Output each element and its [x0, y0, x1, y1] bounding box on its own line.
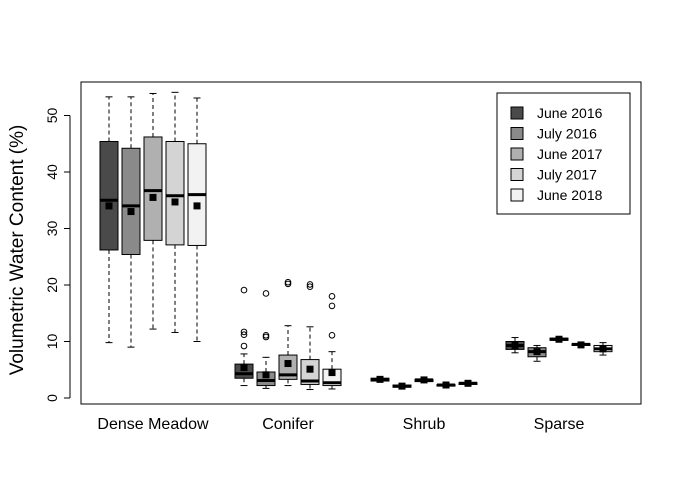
mean-marker	[193, 202, 201, 210]
mean-marker	[376, 375, 384, 383]
mean-marker	[105, 202, 113, 210]
outlier-point	[262, 331, 270, 339]
box	[165, 140, 185, 246]
mean-marker	[577, 341, 585, 349]
mean-marker	[599, 345, 607, 353]
plot-area	[80, 81, 642, 405]
outlier-point	[262, 290, 270, 297]
mean-marker	[464, 379, 472, 387]
box	[278, 354, 298, 380]
x-category-label: Shrub	[403, 416, 446, 433]
x-category-label: Dense Meadow	[97, 416, 209, 433]
legend-swatch	[510, 106, 524, 120]
y-axis: 0 10 20 30 40 50	[44, 108, 71, 402]
box-group	[99, 91, 207, 348]
y-tick-label: 0	[44, 394, 60, 402]
outlier-point	[240, 286, 248, 294]
mean-marker	[442, 381, 450, 389]
mean-marker	[420, 376, 428, 384]
mean-marker	[533, 348, 541, 356]
mean-marker	[511, 341, 519, 349]
mean-marker	[284, 360, 292, 368]
mean-marker	[262, 371, 270, 379]
outlier-point	[240, 328, 248, 336]
outlier-point	[328, 293, 336, 300]
legend-label: June 2018	[537, 187, 603, 203]
outlier-point	[328, 302, 336, 310]
mean-marker	[149, 193, 157, 201]
y-tick-label: 20	[44, 277, 60, 293]
box-group	[234, 278, 342, 391]
y-tick-label: 10	[44, 334, 60, 350]
y-tick-label: 50	[44, 108, 60, 124]
x-category-label: Sparse	[534, 416, 585, 433]
legend: June 2016 July 2016 June 2017 July 2017 June…	[496, 92, 631, 215]
legend-swatch	[510, 188, 524, 202]
box	[143, 136, 163, 241]
mean-marker	[328, 369, 336, 377]
outlier-point	[306, 283, 314, 290]
box-group	[505, 335, 613, 362]
y-tick-label: 40	[44, 164, 60, 180]
legend-label: July 2017	[537, 167, 597, 183]
mean-marker	[555, 335, 563, 343]
legend-swatch	[510, 127, 524, 140]
mean-marker	[171, 198, 179, 206]
box-group	[370, 375, 478, 390]
mean-marker	[127, 208, 135, 216]
y-tick-label: 30	[44, 221, 60, 237]
legend-label: July 2016	[537, 126, 597, 142]
outlier-point	[328, 331, 336, 339]
legend-label: June 2017	[537, 146, 603, 162]
legend-swatch	[510, 168, 524, 181]
x-axis: Dense Meadow Conifer Shrub Sparse	[97, 416, 584, 433]
box-groups	[99, 91, 613, 391]
mean-marker	[398, 382, 406, 390]
outlier-point	[240, 331, 248, 339]
box	[121, 147, 141, 255]
plot-frame	[80, 81, 642, 405]
mean-marker	[306, 365, 314, 373]
legend-label: June 2016	[537, 105, 603, 121]
legend-swatch	[510, 147, 524, 161]
x-category-label: Conifer	[262, 416, 314, 433]
outlier-point	[240, 342, 248, 350]
y-axis-label: Volumetric Water Content (%)	[7, 125, 28, 376]
outlier-point	[306, 281, 314, 288]
box	[99, 140, 119, 251]
mean-marker	[240, 363, 248, 371]
outlier-point	[284, 278, 292, 286]
